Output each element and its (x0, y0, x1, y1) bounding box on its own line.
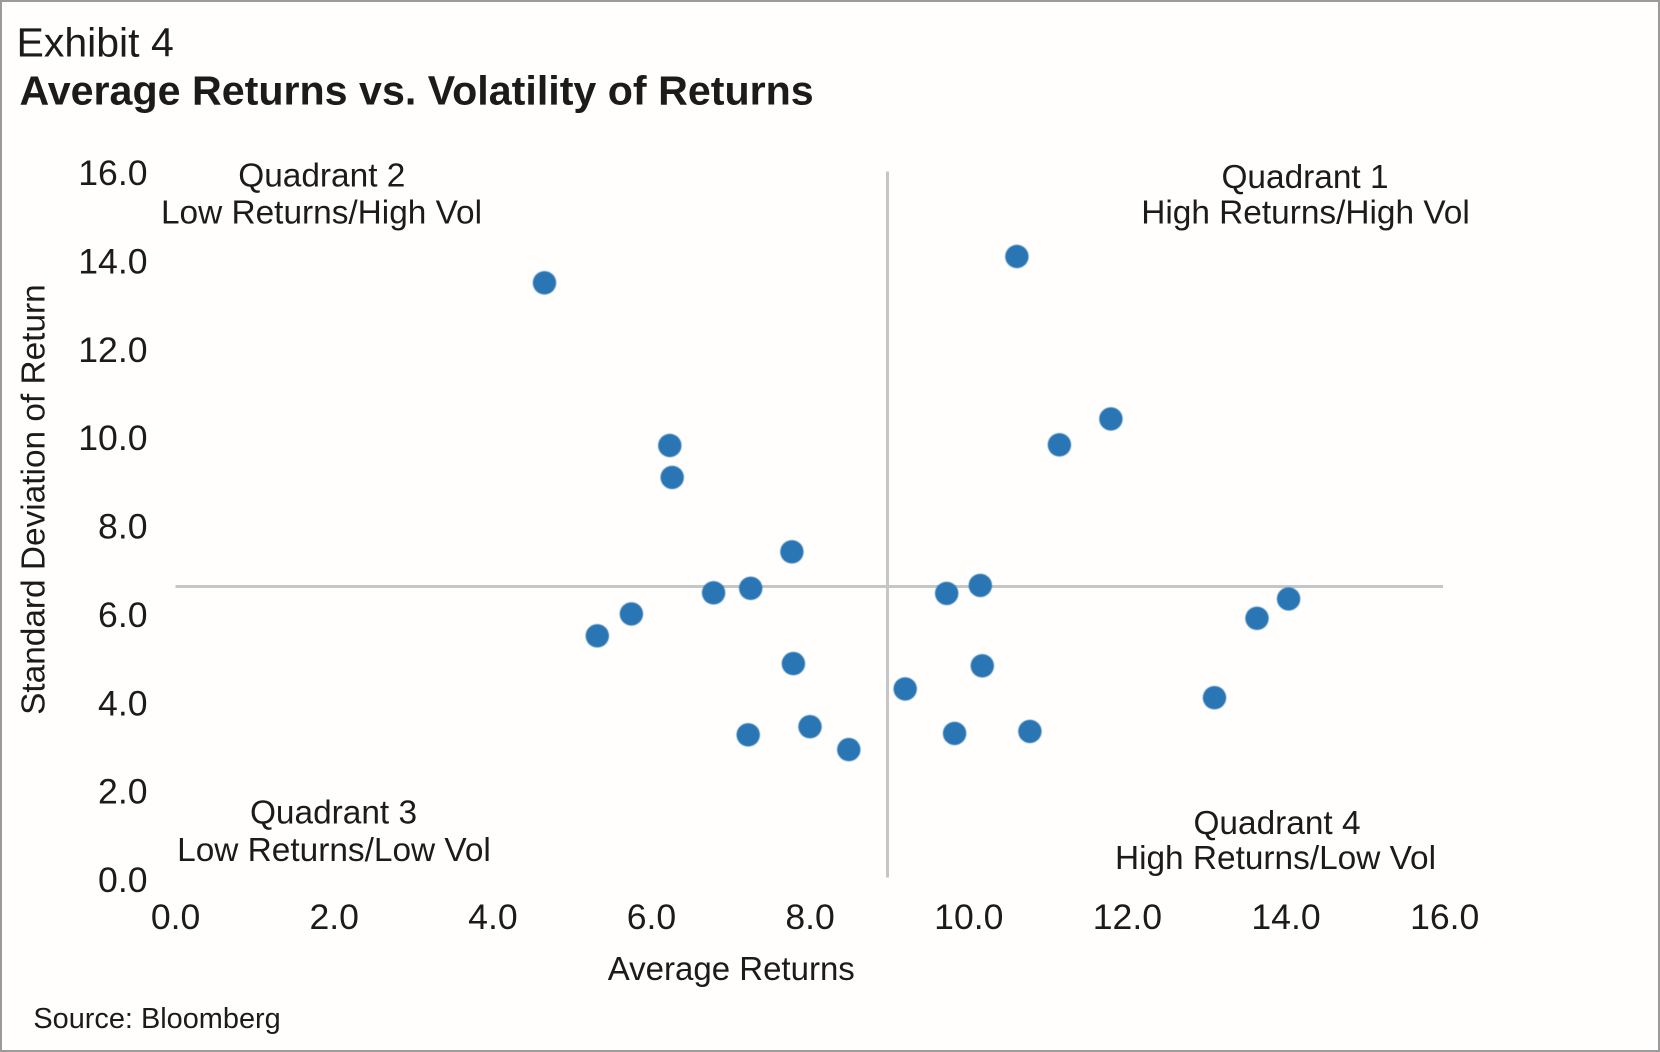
svg-text:High Returns/High Vol: High Returns/High Vol (1141, 195, 1470, 232)
svg-text:Quadrant 1: Quadrant 1 (1221, 159, 1388, 196)
svg-text:2.0: 2.0 (309, 897, 358, 937)
svg-text:12.0: 12.0 (78, 330, 147, 370)
svg-text:12.0: 12.0 (1093, 897, 1162, 937)
svg-text:6.0: 6.0 (98, 595, 147, 635)
svg-text:16.0: 16.0 (1410, 897, 1479, 937)
svg-text:Standard Deviation of Return: Standard Deviation of Return (15, 284, 52, 715)
svg-text:Low Returns/Low Vol: Low Returns/Low Vol (177, 832, 491, 869)
svg-text:2.0: 2.0 (98, 772, 147, 812)
svg-text:Quadrant 2: Quadrant 2 (238, 158, 405, 195)
svg-text:10.0: 10.0 (78, 418, 147, 458)
svg-text:Average Returns vs. Volatility: Average Returns vs. Volatility of Return… (20, 68, 814, 114)
svg-text:10.0: 10.0 (934, 897, 1003, 937)
svg-text:0.0: 0.0 (98, 860, 147, 900)
svg-text:Average Returns: Average Returns (608, 950, 855, 987)
svg-text:14.0: 14.0 (78, 242, 147, 282)
svg-text:6.0: 6.0 (627, 897, 676, 937)
svg-text:Quadrant 3: Quadrant 3 (250, 795, 417, 832)
svg-text:14.0: 14.0 (1251, 897, 1320, 937)
svg-text:High Returns/Low Vol: High Returns/Low Vol (1115, 840, 1436, 877)
svg-text:8.0: 8.0 (98, 507, 147, 547)
svg-text:Source: Bloomberg: Source: Bloomberg (33, 1003, 280, 1035)
svg-text:Quadrant 4: Quadrant 4 (1193, 805, 1360, 842)
svg-text:4.0: 4.0 (468, 897, 517, 937)
svg-text:16.0: 16.0 (78, 153, 147, 193)
svg-text:8.0: 8.0 (785, 897, 834, 937)
svg-text:Exhibit 4: Exhibit 4 (17, 20, 174, 66)
svg-text:4.0: 4.0 (98, 683, 147, 723)
svg-text:Low Returns/High Vol: Low Returns/High Vol (161, 194, 482, 231)
svg-text:0.0: 0.0 (151, 897, 200, 937)
